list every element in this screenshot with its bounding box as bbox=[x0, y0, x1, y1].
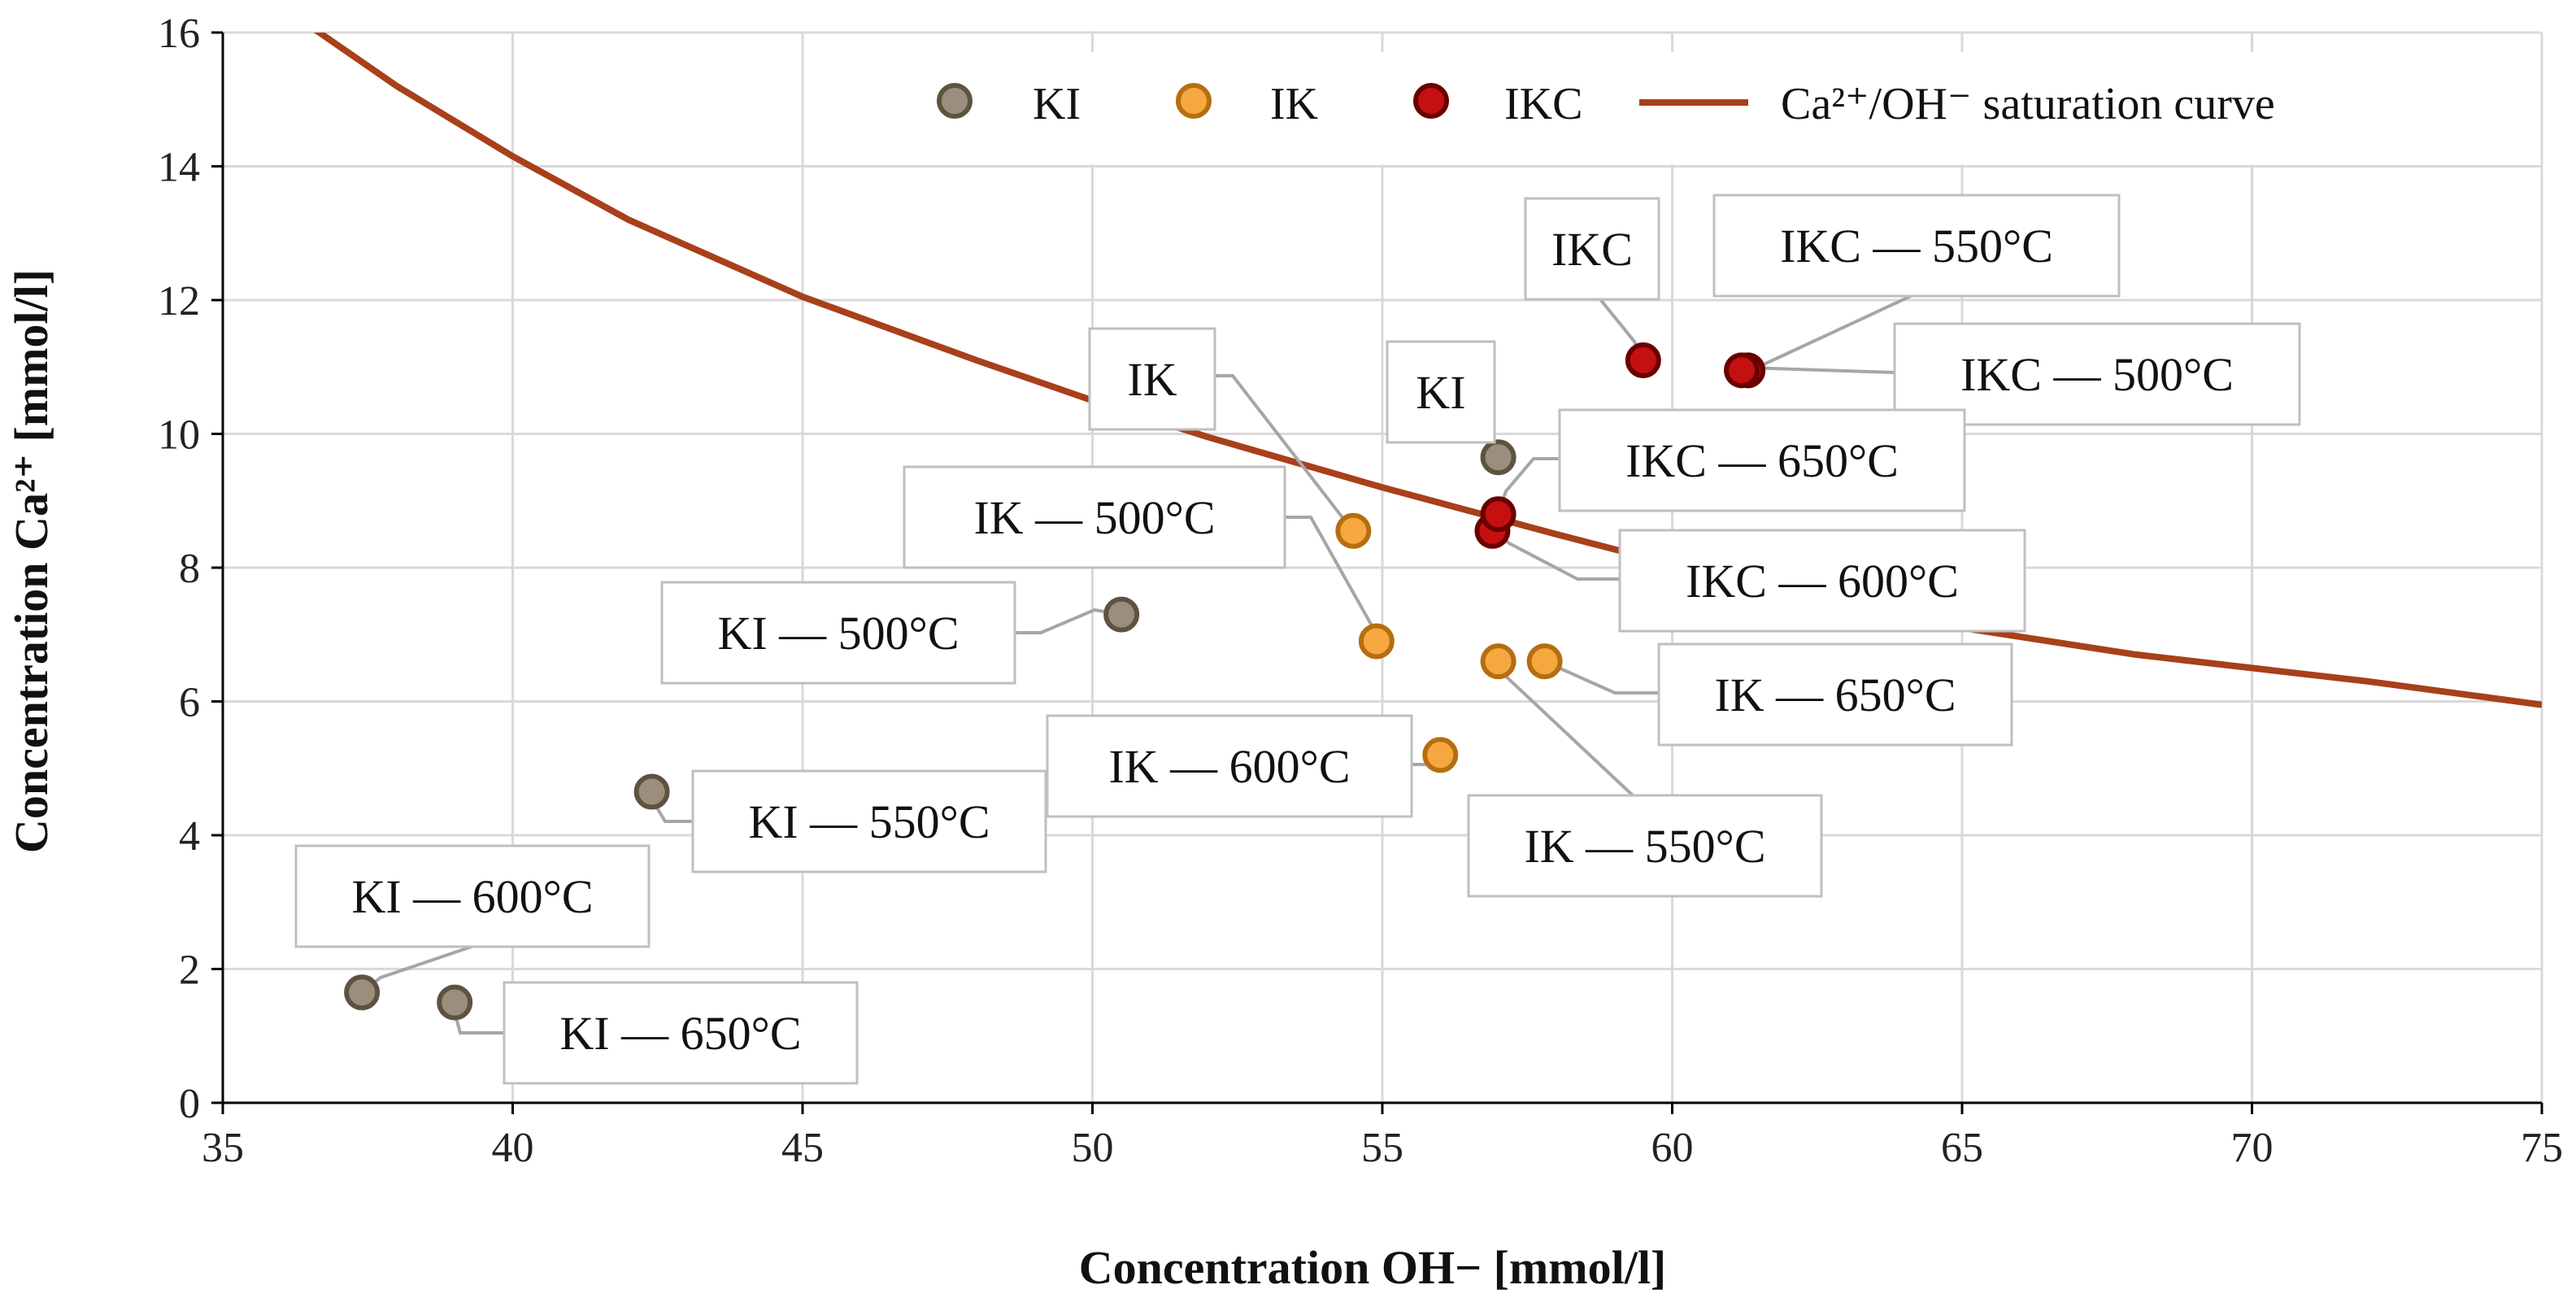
x-tick-label: 70 bbox=[2231, 1125, 2274, 1171]
label-box-ki-0 bbox=[1386, 340, 1496, 444]
point-ki-1 bbox=[1103, 596, 1140, 633]
label-box-ki-2 bbox=[691, 769, 1047, 873]
y-tick-label: 8 bbox=[179, 546, 200, 592]
curve-layer bbox=[313, 33, 2542, 708]
label-box-ikc-0 bbox=[1524, 197, 1660, 301]
y-tick-label: 12 bbox=[158, 278, 200, 324]
data-label-ki-0: KI bbox=[1416, 366, 1465, 419]
grid-layer bbox=[221, 31, 2543, 1104]
x-tick-label: 55 bbox=[1361, 1125, 1403, 1171]
data-label-ik-4: IK — 650°C bbox=[1714, 669, 1956, 721]
data-label-ki-4: KI — 650°C bbox=[559, 1007, 801, 1060]
legend-marker-ikc bbox=[1413, 83, 1449, 119]
point-ikc-2 bbox=[1724, 352, 1760, 389]
y-tick-label: 4 bbox=[179, 813, 200, 860]
label-box-ik-0 bbox=[1088, 327, 1216, 431]
data-label-ik-0: IK bbox=[1127, 353, 1177, 406]
label-box-ik-1 bbox=[903, 465, 1286, 569]
point-ik-3 bbox=[1422, 737, 1459, 773]
leader-line-ikc-2 bbox=[1741, 294, 1912, 373]
y-tick-label: 0 bbox=[179, 1081, 200, 1127]
legend-marker-ik bbox=[1176, 83, 1212, 119]
x-axis-title: Concentration OH− [mmol/l] bbox=[1079, 1241, 1667, 1294]
label-box-ik-4 bbox=[1657, 642, 2013, 747]
label-box-ik-3 bbox=[1046, 714, 1413, 818]
point-ikc-0 bbox=[1625, 342, 1661, 379]
label-box-ikc-3 bbox=[1618, 529, 2026, 633]
data-label-ki-3: KI — 600°C bbox=[351, 870, 593, 923]
legend-background bbox=[894, 52, 2521, 164]
label-box-ikc-4 bbox=[1558, 408, 1966, 512]
point-ikc-4 bbox=[1480, 496, 1516, 533]
leader-line-ikc-3 bbox=[1491, 529, 1620, 581]
data-label-ikc-2: IKC — 550°C bbox=[1780, 220, 2053, 272]
x-tick-label: 35 bbox=[202, 1125, 244, 1171]
data-label-ki-1: KI — 500°C bbox=[717, 607, 959, 660]
data-label-ikc-4: IKC — 650°C bbox=[1625, 434, 1899, 487]
leader-line-ikc-1 bbox=[1741, 365, 1895, 374]
x-tick-label: 75 bbox=[2521, 1125, 2563, 1171]
annotation-layer: KI KI — 500°C KI — 550°C KI — 600°C KI — 650… bbox=[294, 194, 2301, 1085]
point-ik-0 bbox=[1335, 512, 1372, 549]
data-label-ikc-0: IKC bbox=[1551, 223, 1633, 276]
label-box-ki-4 bbox=[503, 981, 859, 1085]
label-box-ki-3 bbox=[294, 844, 651, 948]
x-tick-label: 60 bbox=[1651, 1125, 1694, 1171]
point-layer bbox=[344, 342, 1766, 1021]
x-tick-label: 65 bbox=[1941, 1125, 1983, 1171]
point-ik-4 bbox=[1526, 643, 1563, 680]
legend-label-ikc: IKC bbox=[1504, 79, 1582, 129]
y-axis-title: Concentration Ca²⁺ [mmol/l] bbox=[5, 269, 58, 853]
point-ki-2 bbox=[633, 773, 670, 810]
data-label-ik-1: IK — 500°C bbox=[973, 491, 1215, 544]
data-label-ikc-1: IKC — 500°C bbox=[1960, 348, 2234, 401]
legend-label-curve: Ca²⁺/OH⁻ saturation curve bbox=[1781, 79, 2275, 129]
x-tick-label: 50 bbox=[1072, 1125, 1114, 1171]
axes-layer: 35 40 45 50 55 60 65 70 75 0 2 4 6 8 10 12 14 16 bbox=[158, 11, 2563, 1171]
data-label-ki-2: KI — 550°C bbox=[748, 795, 990, 848]
label-box-ikc-2 bbox=[1712, 194, 2121, 298]
point-ki-0 bbox=[1480, 439, 1516, 476]
y-tick-label: 6 bbox=[179, 680, 200, 726]
data-label-ikc-3: IKC — 600°C bbox=[1686, 555, 1959, 608]
legend-marker-ki bbox=[937, 83, 973, 119]
point-ik-2 bbox=[1480, 643, 1516, 680]
legend-label-ki: KI bbox=[1033, 79, 1081, 129]
leader-line-ik-2 bbox=[1496, 660, 1634, 797]
x-tick-label: 40 bbox=[492, 1125, 534, 1171]
point-ki-3 bbox=[344, 974, 381, 1011]
data-label-ik-2: IK — 550°C bbox=[1524, 820, 1765, 873]
legend-label-ik: IK bbox=[1270, 79, 1318, 129]
label-box-ki-1 bbox=[660, 581, 1016, 685]
y-tick-label: 14 bbox=[158, 145, 200, 191]
x-tick-label: 45 bbox=[781, 1125, 824, 1171]
legend: KI IK IKC Ca²⁺/OH⁻ saturation curve bbox=[894, 52, 2521, 164]
y-tick-label: 2 bbox=[179, 947, 200, 994]
y-tick-label: 16 bbox=[158, 11, 200, 57]
point-ik-1 bbox=[1358, 623, 1395, 660]
point-ki-4 bbox=[437, 984, 473, 1021]
y-tick-label: 10 bbox=[158, 412, 200, 459]
label-box-ikc-1 bbox=[1893, 322, 2301, 426]
data-label-ik-3: IK — 600°C bbox=[1108, 740, 1350, 793]
saturation-curve bbox=[313, 33, 2542, 708]
label-box-ik-2 bbox=[1467, 794, 1823, 898]
